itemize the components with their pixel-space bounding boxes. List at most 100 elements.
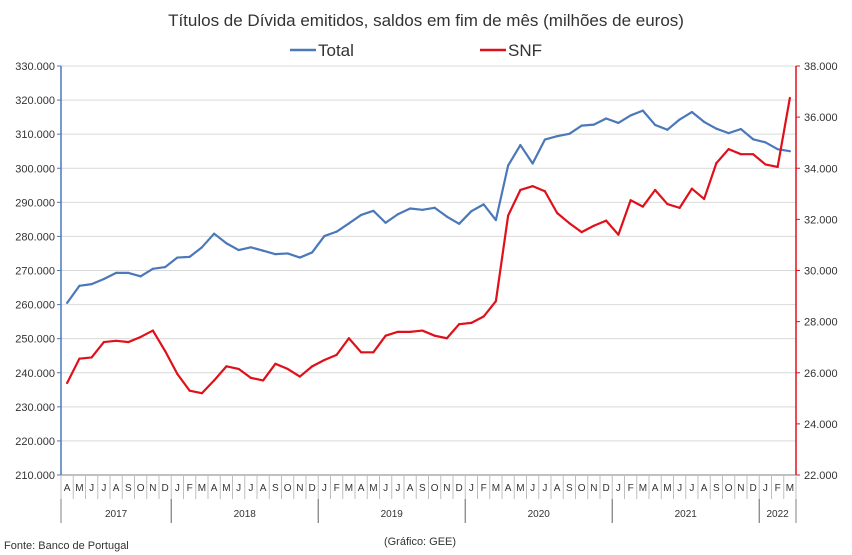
data-point-snf: [225, 365, 228, 368]
data-point-snf: [200, 392, 203, 395]
left-y-axis: 210.000 220.000 230.000 240.000 250.000 260.0…: [15, 61, 62, 482]
data-point-total: [592, 123, 595, 126]
data-point-total: [739, 127, 742, 131]
month-label: D: [603, 483, 610, 494]
month-label: O: [284, 483, 292, 494]
data-point-snf: [494, 300, 497, 303]
year-label: 2021: [675, 509, 698, 520]
data-point-total: [788, 150, 791, 153]
data-point-snf: [678, 206, 681, 209]
data-point-total: [445, 215, 448, 218]
data-point-snf: [139, 335, 142, 339]
month-label: A: [113, 483, 120, 494]
data-point-total: [433, 206, 436, 209]
data-point-total: [127, 271, 130, 274]
data-point-snf: [654, 188, 657, 192]
data-point-snf: [151, 329, 154, 332]
gridlines: [61, 65, 796, 442]
right-tick-label: 34.000: [804, 163, 838, 175]
legend-label-total: Total: [318, 41, 354, 60]
data-point-snf: [703, 197, 706, 201]
data-point-snf: [372, 351, 375, 354]
month-label: A: [358, 483, 365, 494]
data-point-total: [654, 123, 657, 127]
month-label: M: [786, 483, 794, 494]
left-tick-label: 330.000: [15, 61, 55, 73]
month-label: J: [469, 483, 474, 494]
data-point-snf: [347, 337, 350, 340]
month-label: J: [383, 483, 388, 494]
chart-title: Títulos de Dívida emitidos, saldos em fi…: [168, 11, 684, 30]
month-label: A: [701, 483, 708, 494]
data-point-snf: [249, 376, 252, 379]
data-point-snf: [176, 372, 179, 376]
left-tick-label: 320.000: [15, 95, 55, 107]
data-point-snf: [605, 219, 608, 222]
right-tick-label: 22.000: [804, 470, 838, 482]
month-label: A: [652, 483, 659, 494]
data-point-total: [347, 222, 350, 225]
month-label: D: [309, 483, 316, 494]
month-label: S: [713, 483, 720, 494]
data-point-snf: [507, 214, 510, 217]
month-label: J: [101, 483, 106, 494]
month-label: A: [211, 483, 218, 494]
left-tick-label: 240.000: [15, 368, 55, 380]
month-label: J: [677, 483, 682, 494]
data-point-snf: [776, 165, 779, 169]
data-point-total: [311, 251, 314, 254]
series-line-total: [66, 109, 791, 304]
left-tick-label: 310.000: [15, 129, 55, 141]
data-point-snf: [752, 153, 755, 156]
data-point-snf: [666, 202, 669, 206]
year-label: 2017: [105, 509, 128, 520]
month-label: A: [407, 483, 414, 494]
month-label: A: [505, 483, 512, 494]
data-point-snf: [323, 358, 326, 362]
right-tick-label: 38.000: [804, 61, 838, 73]
month-label: M: [198, 483, 206, 494]
data-point-snf: [482, 315, 485, 318]
month-label: M: [75, 483, 83, 494]
data-point-total: [752, 138, 755, 141]
month-label: M: [639, 483, 647, 494]
data-point-snf: [519, 188, 522, 192]
data-point-total: [543, 138, 546, 141]
data-point-snf: [311, 365, 314, 368]
data-point-total: [556, 135, 559, 138]
data-point-snf: [78, 357, 81, 360]
legend-label-snf: SNF: [508, 41, 542, 60]
data-point-total: [139, 275, 142, 278]
data-point-snf: [213, 379, 216, 382]
year-label: 2020: [528, 509, 551, 520]
data-point-total: [164, 265, 167, 269]
data-point-total: [727, 132, 730, 135]
data-point-total: [421, 208, 424, 211]
data-point-snf: [568, 222, 571, 225]
month-label: N: [737, 483, 744, 494]
data-point-total: [262, 249, 265, 252]
data-point-total: [690, 110, 693, 114]
data-point-total: [617, 121, 620, 125]
year-label: 2018: [234, 509, 257, 520]
month-label: N: [443, 483, 450, 494]
left-tick-label: 280.000: [15, 231, 55, 243]
data-point-snf: [739, 153, 742, 156]
month-label: O: [578, 483, 586, 494]
right-tick-label: 26.000: [804, 368, 838, 380]
series-line-snf: [66, 97, 791, 395]
left-tick-label: 250.000: [15, 334, 55, 346]
data-point-total: [225, 242, 228, 245]
data-point-total: [531, 162, 534, 165]
month-label: M: [222, 483, 230, 494]
data-point-total: [384, 221, 387, 224]
data-point-total: [494, 218, 497, 222]
data-point-snf: [115, 339, 118, 342]
month-label: F: [481, 483, 487, 494]
month-label: S: [272, 483, 279, 494]
left-tick-label: 220.000: [15, 436, 55, 448]
data-point-snf: [102, 340, 105, 344]
data-point-total: [298, 256, 301, 259]
data-point-total: [470, 210, 473, 213]
